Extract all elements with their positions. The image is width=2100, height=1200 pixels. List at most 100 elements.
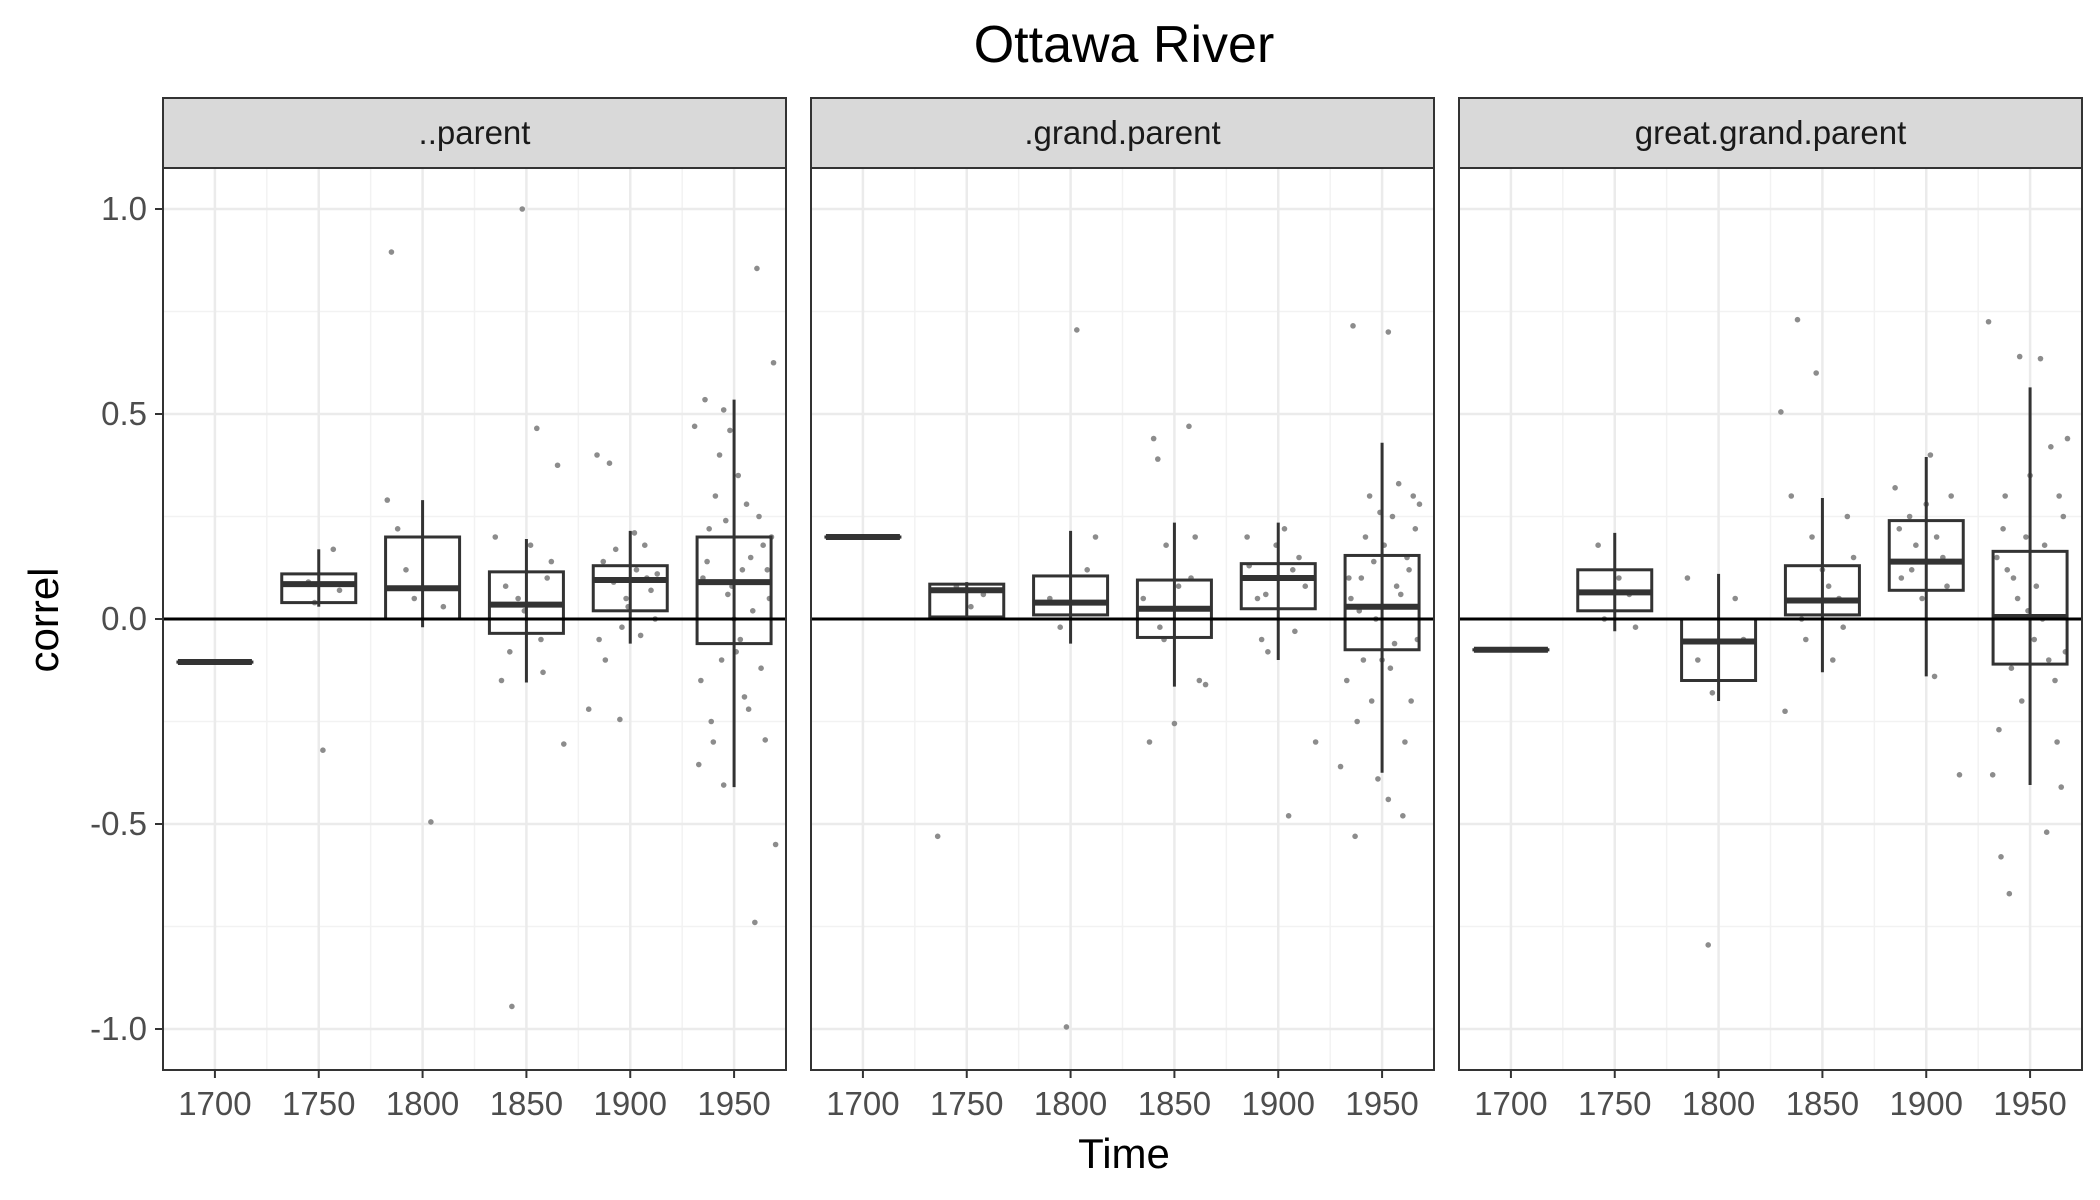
box-iqr: [1343, 553, 1421, 652]
data-point: [2004, 567, 2011, 573]
data-point: [1343, 677, 1350, 684]
data-point: [623, 595, 629, 602]
data-point: [1408, 698, 1414, 704]
data-point: [1254, 595, 1261, 602]
data-point: [1157, 624, 1163, 630]
data-point: [716, 452, 723, 458]
data-point: [1258, 636, 1265, 643]
data-point: [1927, 452, 1934, 458]
data-point: [654, 571, 661, 577]
data-point: [606, 460, 613, 467]
x-tick-label: 1950: [697, 1085, 770, 1122]
data-point: [1358, 575, 1365, 581]
data-point: [1350, 323, 1356, 329]
data-point: [2023, 534, 2029, 540]
data-point: [691, 423, 698, 430]
facet-panel: .grand.parent 1700 1750 1800 1850 1900 1950: [810, 97, 1435, 1122]
data-point: [320, 747, 326, 753]
data-point: [1931, 673, 1938, 680]
data-point: [1366, 493, 1373, 499]
facet-label: great.grand.parent: [1635, 114, 1907, 151]
data-point: [1906, 513, 1913, 520]
x-tick-label: 1700: [178, 1085, 251, 1122]
box-iqr: [695, 535, 773, 646]
data-point: [704, 558, 710, 565]
x-axis-label: Time: [1078, 1130, 1170, 1177]
facet-label: ..parent: [419, 114, 531, 151]
data-point: [2058, 784, 2065, 790]
data-point: [1175, 583, 1182, 589]
facet-strip: [162, 97, 787, 169]
data-point: [2006, 890, 2013, 897]
x-tick-label: 1850: [1138, 1085, 1211, 1122]
data-point: [2002, 493, 2008, 499]
facet-panel: great.grand.parent 1700 1750 1800 1850 1900 19…: [1458, 97, 2083, 1122]
x-tick-label: 1850: [1786, 1085, 1859, 1122]
box-iqr: [591, 564, 669, 613]
data-point: [1370, 558, 1377, 565]
y-tick-label: 0.5: [101, 395, 147, 432]
x-tick-label: 1750: [1578, 1085, 1651, 1122]
data-point: [1360, 657, 1367, 663]
data-point: [1996, 726, 2002, 733]
panel-border: [810, 167, 1435, 1071]
data-point: [527, 542, 534, 548]
data-point: [1186, 423, 1192, 430]
data-point: [1595, 542, 1601, 548]
data-point: [1171, 720, 1178, 727]
data-point: [492, 534, 499, 540]
data-point: [2041, 542, 2048, 548]
data-point: [384, 497, 391, 503]
data-point: [1368, 698, 1375, 704]
data-point: [330, 546, 337, 553]
data-point: [702, 396, 708, 403]
data-point: [1416, 501, 1423, 508]
x-tick-label: 1900: [594, 1085, 667, 1122]
data-point: [2037, 355, 2044, 362]
data-point: [1844, 513, 1851, 520]
data-point: [708, 718, 715, 725]
data-point: [1913, 542, 1919, 548]
data-point: [619, 624, 625, 630]
data-point: [1057, 624, 1063, 630]
data-point: [641, 542, 648, 548]
data-point: [1896, 526, 1903, 532]
data-point: [747, 554, 754, 561]
facet-panel: ..parent 1700 1750 1800 1850 1900 1950: [162, 97, 787, 1122]
data-point: [538, 636, 544, 643]
data-point: [1146, 739, 1153, 745]
data-point: [1998, 854, 2004, 860]
data-point: [1732, 595, 1738, 602]
data-point: [720, 407, 727, 413]
box-iqr: [1239, 562, 1317, 611]
data-point: [2043, 829, 2050, 835]
data-point: [1155, 456, 1161, 462]
data-point: [540, 669, 546, 676]
y-tick-label: -0.5: [90, 805, 147, 842]
data-point: [403, 567, 409, 573]
data-point: [519, 206, 526, 212]
x-tick-label: 1800: [1682, 1085, 1755, 1122]
box-iqr: [1032, 574, 1110, 617]
data-point: [2045, 657, 2052, 663]
data-point: [695, 761, 702, 768]
data-point: [594, 452, 600, 458]
data-point: [1616, 575, 1622, 581]
data-point: [739, 567, 746, 573]
data-point: [1803, 636, 1809, 643]
data-point: [1348, 595, 1354, 602]
data-point: [1391, 640, 1398, 647]
x-tick-label: 1900: [1890, 1085, 1963, 1122]
data-point: [934, 833, 941, 840]
panel-border: [1458, 167, 2083, 1071]
data-point: [1908, 567, 1915, 573]
data-point: [1084, 567, 1090, 573]
data-point: [1395, 480, 1402, 487]
data-point: [440, 603, 447, 610]
data-point: [737, 636, 744, 643]
data-point: [2014, 595, 2021, 602]
data-point: [735, 472, 742, 479]
x-tick-label: 1850: [490, 1085, 563, 1122]
box-iqr: [1991, 549, 2069, 666]
